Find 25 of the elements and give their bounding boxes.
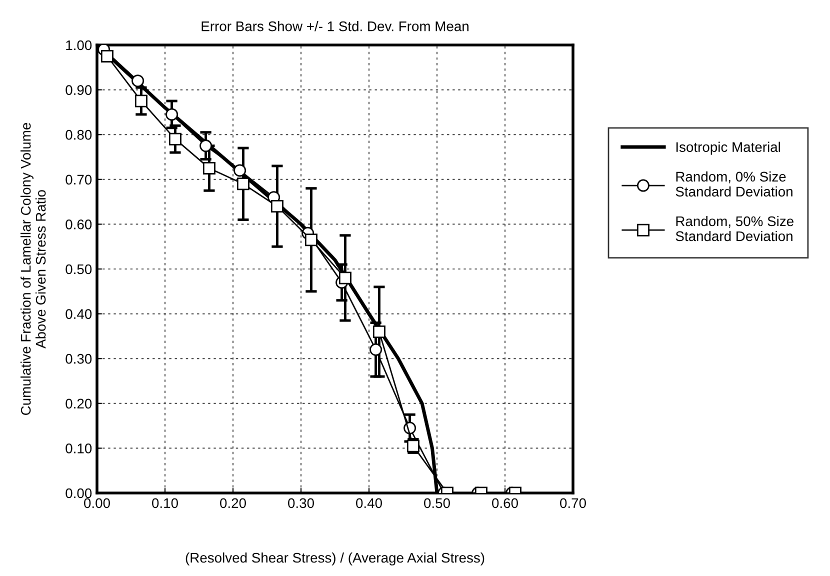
y-tick-label: 0.70 [66, 174, 92, 185]
x-tick-label: 0.60 [492, 498, 518, 508]
y-tick-label: 0.10 [66, 444, 92, 454]
y-axis-title: Cumulative Fraction of Lamellar Colony Volume Above Given Stress Ratio [20, 122, 46, 415]
legend-label: Random, 0% Size Standard Deviation [676, 171, 792, 197]
y-tick-label: 0.80 [66, 130, 92, 140]
y-tick-label: 0.40 [66, 309, 92, 319]
y-tick-label: 0.30 [66, 354, 92, 364]
x-tick-label: 0.40 [356, 498, 382, 508]
x-tick-label: 0.50 [424, 498, 450, 508]
x-tick-label: 0.00 [84, 498, 110, 508]
y-tick-label: 0.00 [66, 488, 92, 498]
y-tick-label: 0.60 [66, 220, 92, 230]
y-tick-label: 0.50 [66, 264, 92, 274]
y-tick-label: 0.90 [66, 85, 92, 95]
legend-label: Isotropic Material [676, 142, 780, 155]
x-tick-label: 0.70 [560, 498, 586, 508]
y-tick-label: 0.20 [66, 398, 92, 409]
y-tick-label: 1.00 [66, 40, 92, 50]
legend-label: Random, 50% Size Standard Deviation [676, 216, 794, 242]
x-axis-title: (Resolved Shear Stress) / (Average Axial Stress) [186, 552, 484, 566]
x-tick-label: 0.30 [288, 498, 314, 508]
x-tick-label: 0.20 [220, 498, 246, 508]
chart-title: Error Bars Show +/- 1 Std. Dev. From Mean [202, 21, 468, 32]
x-tick-label: 0.10 [152, 498, 178, 508]
